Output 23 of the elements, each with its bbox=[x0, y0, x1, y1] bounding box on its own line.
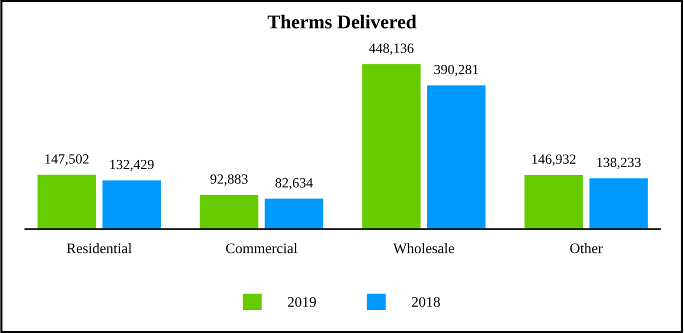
data-label: 82,634 bbox=[275, 178, 313, 190]
x-tick-label: Commercial bbox=[226, 242, 298, 254]
data-label: 147,502 bbox=[45, 154, 89, 166]
data-label: 132,429 bbox=[110, 160, 154, 172]
legend-label: 2019 bbox=[288, 297, 316, 307]
x-tick-label: Residential bbox=[66, 242, 132, 254]
bar bbox=[102, 180, 161, 230]
data-label: 138,233 bbox=[597, 158, 641, 170]
data-label: 146,932 bbox=[532, 154, 576, 166]
bar bbox=[589, 178, 648, 230]
data-label: 448,136 bbox=[369, 44, 414, 55]
data-label: 92,883 bbox=[210, 174, 248, 186]
bar bbox=[200, 194, 258, 230]
bar bbox=[427, 85, 486, 230]
legend-label: 2018 bbox=[412, 297, 440, 307]
bar bbox=[524, 174, 583, 230]
bar bbox=[38, 174, 96, 230]
data-label: 390,281 bbox=[434, 64, 478, 76]
chart-title: Therms Delivered bbox=[268, 14, 416, 28]
bar bbox=[264, 198, 324, 230]
bar bbox=[362, 64, 421, 230]
x-tick-label: Wholesale bbox=[393, 242, 454, 254]
x-tick-label: Other bbox=[570, 242, 603, 254]
